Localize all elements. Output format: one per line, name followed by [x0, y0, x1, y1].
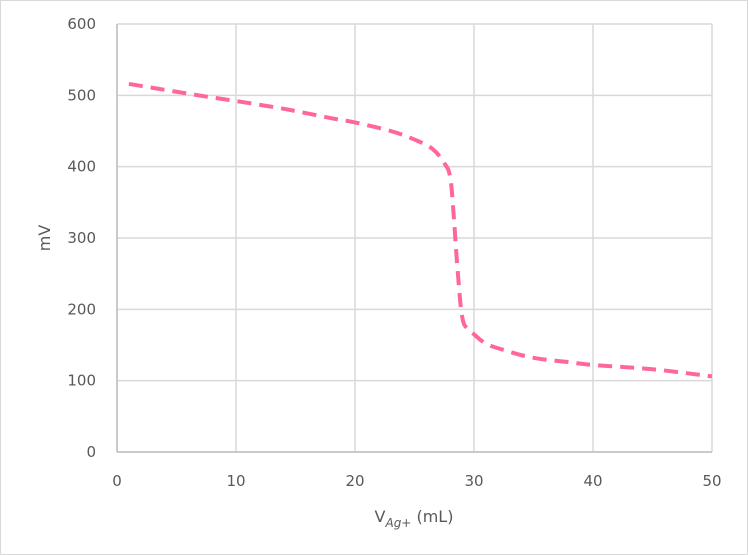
y-tick-label: 500: [67, 86, 96, 104]
x-axis-ticks: 0 10 20 30 40 50: [112, 472, 721, 490]
gridlines: [116, 23, 713, 453]
y-tick-label: 100: [67, 372, 96, 390]
y-axis-ticks: 0 100 200 300 400 500 600: [67, 15, 96, 461]
x-tick-label: 30: [464, 472, 483, 490]
y-tick-label: 300: [67, 229, 96, 247]
data-series-line: [128, 81, 713, 379]
x-tick-label: 50: [702, 472, 721, 490]
y-axis-label: mV: [35, 225, 54, 252]
x-tick-label: 0: [112, 472, 122, 490]
x-axis-label-unit: (mL): [411, 507, 453, 526]
x-axis-label-main: V: [375, 507, 386, 526]
y-tick-label: 400: [67, 158, 96, 176]
y-tick-label: 200: [67, 300, 96, 318]
x-axis-label-subscript: Ag+: [384, 516, 411, 530]
x-tick-label: 10: [226, 472, 245, 490]
x-tick-label: 20: [345, 472, 364, 490]
x-axis-label: VAg+ (mL): [375, 507, 454, 530]
x-tick-label: 40: [583, 472, 602, 490]
y-tick-label: 0: [86, 443, 96, 461]
y-tick-label: 600: [67, 15, 96, 33]
